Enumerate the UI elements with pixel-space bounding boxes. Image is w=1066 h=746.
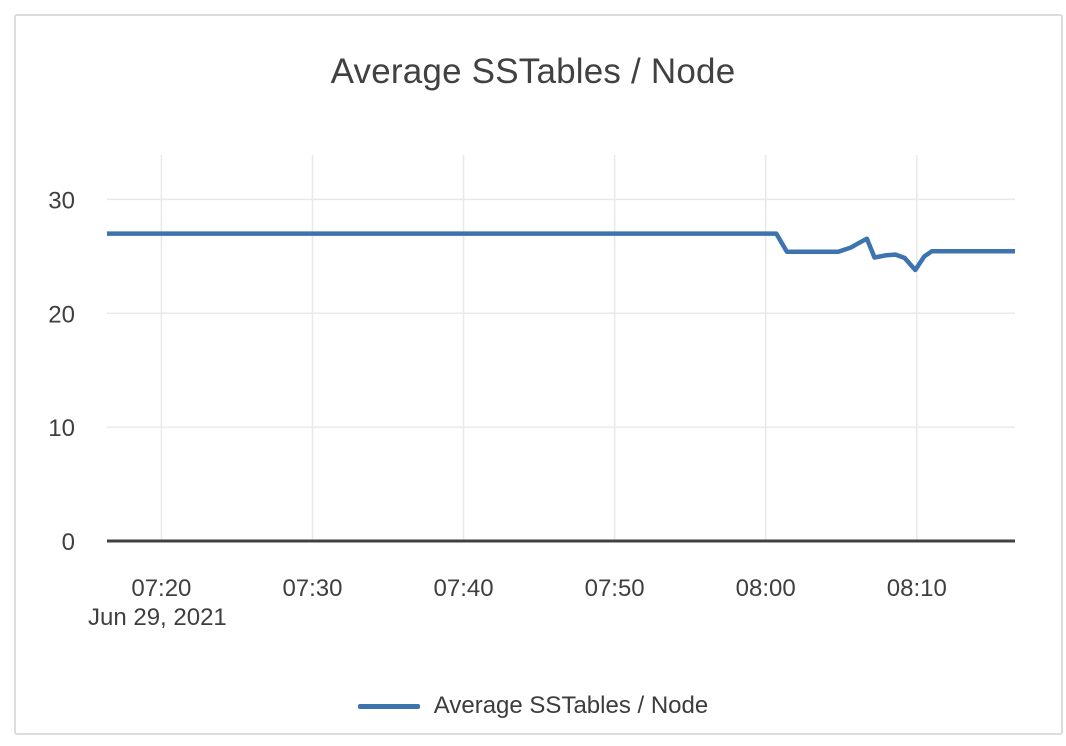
x-tick-label: 07:20 <box>131 575 191 602</box>
legend-line-swatch <box>357 703 420 709</box>
x-axis-date-label: Jun 29, 2021 <box>88 604 227 631</box>
y-tick-label: 30 <box>48 187 75 214</box>
chart-card <box>14 14 1063 735</box>
y-tick-label: 20 <box>48 301 75 328</box>
legend-label: Average SSTables / Node <box>433 692 709 719</box>
y-tick-label: 10 <box>48 415 75 442</box>
legend[interactable]: Average SSTables / Node <box>0 689 1066 723</box>
series-line[interactable] <box>107 231 1015 273</box>
x-tick-label: 07:50 <box>585 575 645 602</box>
chart-title: Average SSTables / Node <box>330 52 736 91</box>
y-tick-label: 0 <box>62 529 75 556</box>
x-tick-label: 08:00 <box>736 575 796 602</box>
x-tick-label: 07:40 <box>434 575 494 602</box>
x-tick-label: 08:10 <box>887 575 947 602</box>
x-tick-label: 07:30 <box>282 575 342 602</box>
